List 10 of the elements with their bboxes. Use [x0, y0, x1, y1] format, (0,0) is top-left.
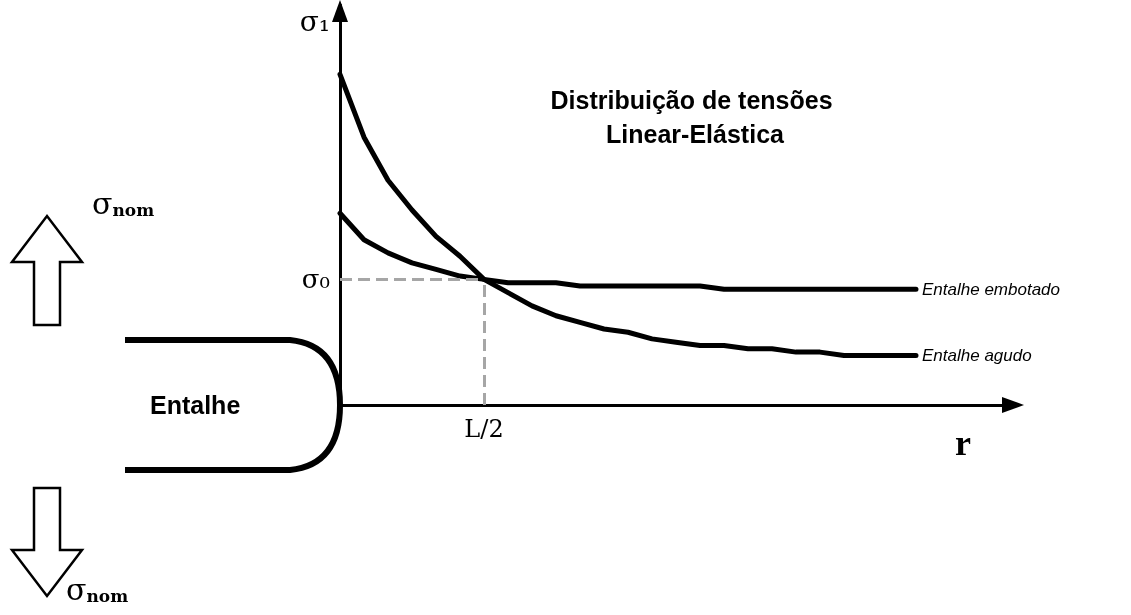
text: Entalhe [150, 390, 241, 419]
y-axis-title: σ₁ [299, 4, 330, 38]
series-label: Entalhe agudo [922, 345, 1032, 365]
text: σnom [92, 185, 155, 221]
text: σnom [66, 571, 129, 607]
text: L/2 [464, 415, 504, 443]
x-axis-title: r [955, 423, 971, 463]
series-label: Entalhe embotado [922, 279, 1060, 299]
text: Distribuição de tensões Linear-Elástica [550, 86, 840, 148]
ref-line-label: σ₀ [301, 264, 330, 295]
